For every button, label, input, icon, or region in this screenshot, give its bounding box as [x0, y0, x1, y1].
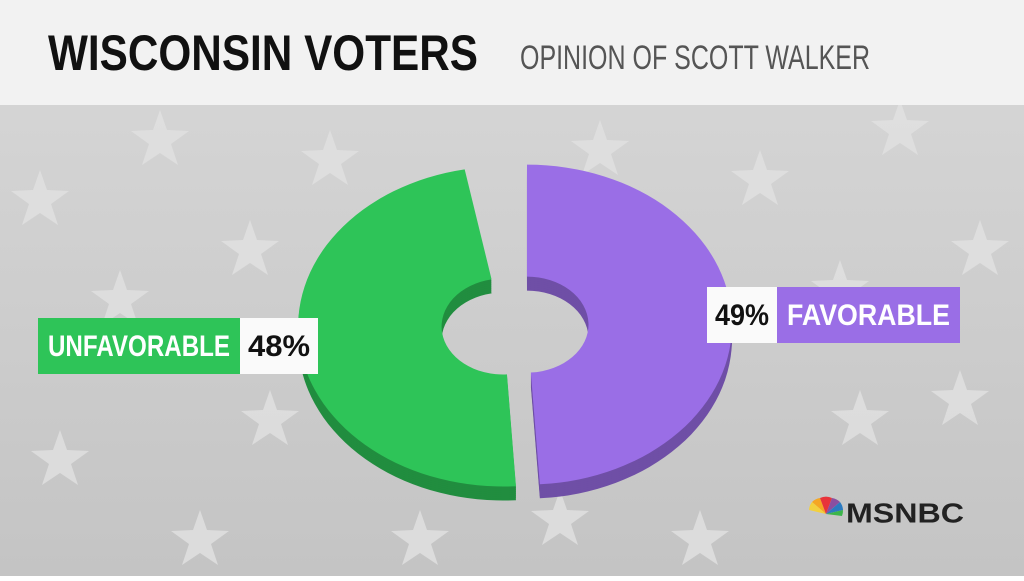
- value-label: 49%: [715, 299, 769, 332]
- value-box: [707, 287, 777, 343]
- network-logo: MSNBC: [809, 496, 964, 528]
- value-box: [240, 318, 318, 374]
- label-box: [777, 287, 960, 343]
- network-name: MSNBC: [846, 497, 964, 528]
- category-label: UNFAVORABLE: [48, 330, 230, 363]
- slice: [526, 164, 732, 485]
- category-label: FAVORABLE: [787, 299, 950, 332]
- slices: [298, 164, 732, 501]
- slice: [298, 169, 516, 487]
- value-label: 48%: [248, 330, 310, 363]
- chart-subtitle: OPINION OF SCOTT WALKER: [520, 39, 870, 77]
- chart-title: WISCONSIN VOTERS: [48, 25, 478, 81]
- label-box: [38, 318, 240, 374]
- header-band: [0, 0, 1024, 105]
